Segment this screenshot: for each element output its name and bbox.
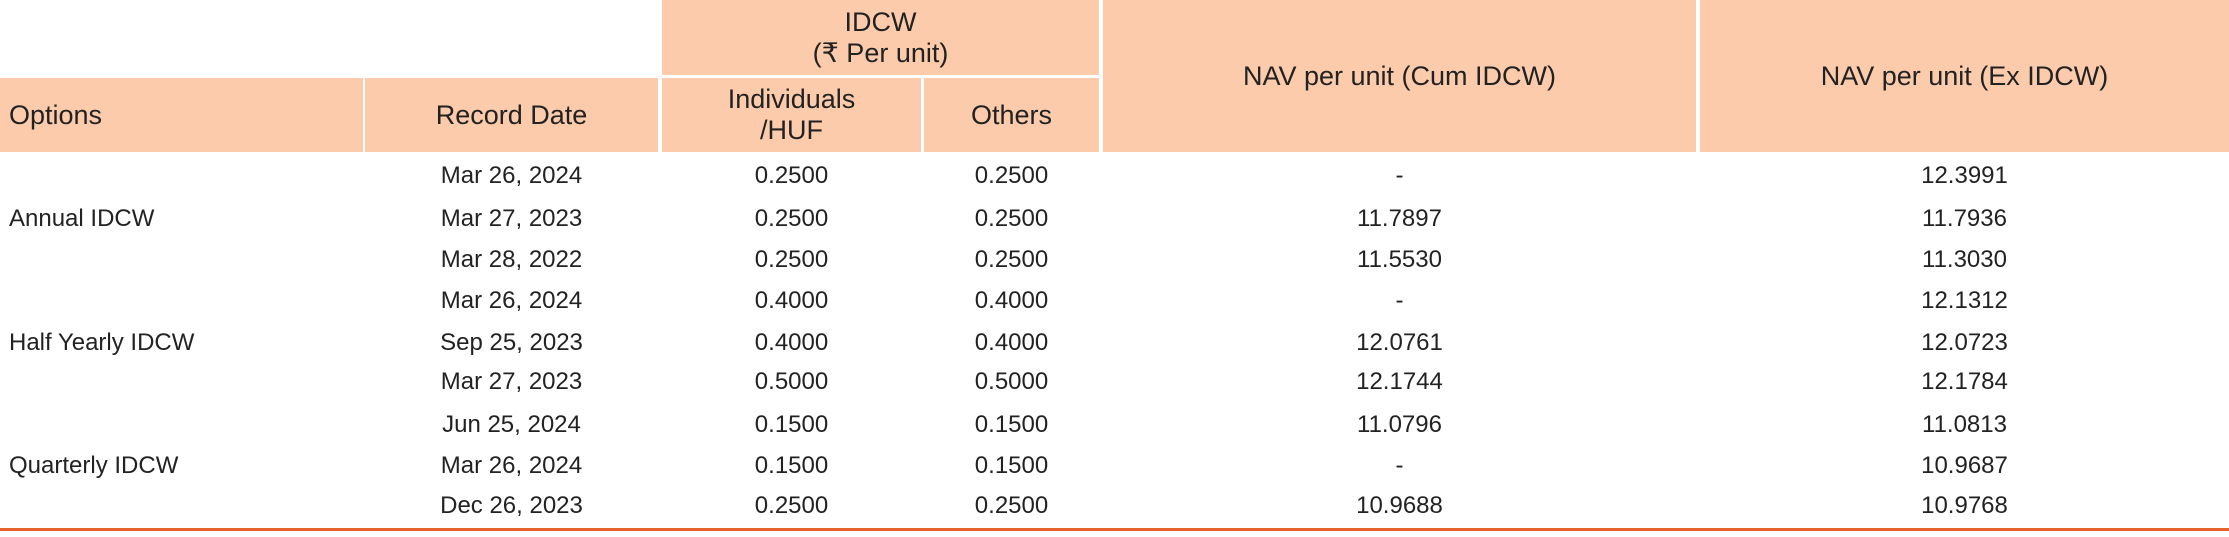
table-cell: 12.1744 [1356,368,1443,395]
table-cell: 12.0723 [1921,329,2008,356]
table-cell: 0.4000 [974,287,1049,314]
header-cell: Others [924,78,1099,152]
table-cell: Dec 26, 2023 [440,492,583,519]
header-cell: Individuals /HUF [662,78,921,152]
table-cell: 11.7897 [1357,205,1442,232]
table-cell: Mar 26, 2024 [440,287,583,314]
table-cell: 0.4000 [754,329,829,356]
table-cell: 12.0761 [1356,329,1443,356]
table-cell: 0.1500 [974,411,1049,438]
table-cell: Mar 26, 2024 [440,162,583,189]
table-cell: - [1395,287,1404,314]
table-cell: - [1395,162,1404,189]
header-cell: Options [0,78,363,152]
table-cell: 0.4000 [974,329,1049,356]
header-group: IDCW (₹ Per unit) [662,0,1099,75]
header-cell: NAV per unit (Ex IDCW) [1700,0,2229,152]
table-cell: 10.9687 [1921,452,2008,479]
table-cell: 0.1500 [974,452,1049,479]
table-cell: 12.3991 [1921,162,2008,189]
table-cell: 12.1784 [1921,368,2008,395]
table-cell: 0.2500 [974,492,1049,519]
option-label: Quarterly IDCW [9,452,179,479]
table-cell: 12.1312 [1921,287,2008,314]
table-cell: Sep 25, 2023 [440,329,583,356]
table-cell: 0.2500 [974,162,1049,189]
table-cell: 0.5000 [974,368,1049,395]
table-cell: - [1395,452,1404,479]
table-cell: 0.2500 [754,162,829,189]
table-cell: 11.3030 [1922,246,2007,273]
table-cell: 11.0796 [1357,411,1442,438]
table-cell: Mar 27, 2023 [440,205,583,232]
table-cell: 0.2500 [974,246,1049,273]
table-cell: 0.2500 [754,492,829,519]
header-cell: Record Date [365,78,658,152]
table-cell: Mar 28, 2022 [440,246,583,273]
header-cell: NAV per unit (Cum IDCW) [1103,0,1696,152]
table-cell: Mar 26, 2024 [440,452,583,479]
table-cell: 0.2500 [974,205,1049,232]
table-cell: Mar 27, 2023 [440,368,583,395]
option-label: Annual IDCW [9,205,155,232]
table-cell: 10.9688 [1356,492,1443,519]
table-cell: 11.5530 [1357,246,1442,273]
table-cell: 0.1500 [754,411,829,438]
option-label: Half Yearly IDCW [9,329,195,356]
table-cell: 0.2500 [754,246,829,273]
bottom-rule [0,528,2229,531]
table-cell: 0.2500 [754,205,829,232]
table-cell: 11.0813 [1922,411,2007,438]
table-cell: 10.9768 [1921,492,2008,519]
table-cell: Jun 25, 2024 [442,411,581,438]
table-cell: 11.7936 [1922,205,2007,232]
table-cell: 0.5000 [754,368,829,395]
table-cell: 0.1500 [754,452,829,479]
table-cell: 0.4000 [754,287,829,314]
